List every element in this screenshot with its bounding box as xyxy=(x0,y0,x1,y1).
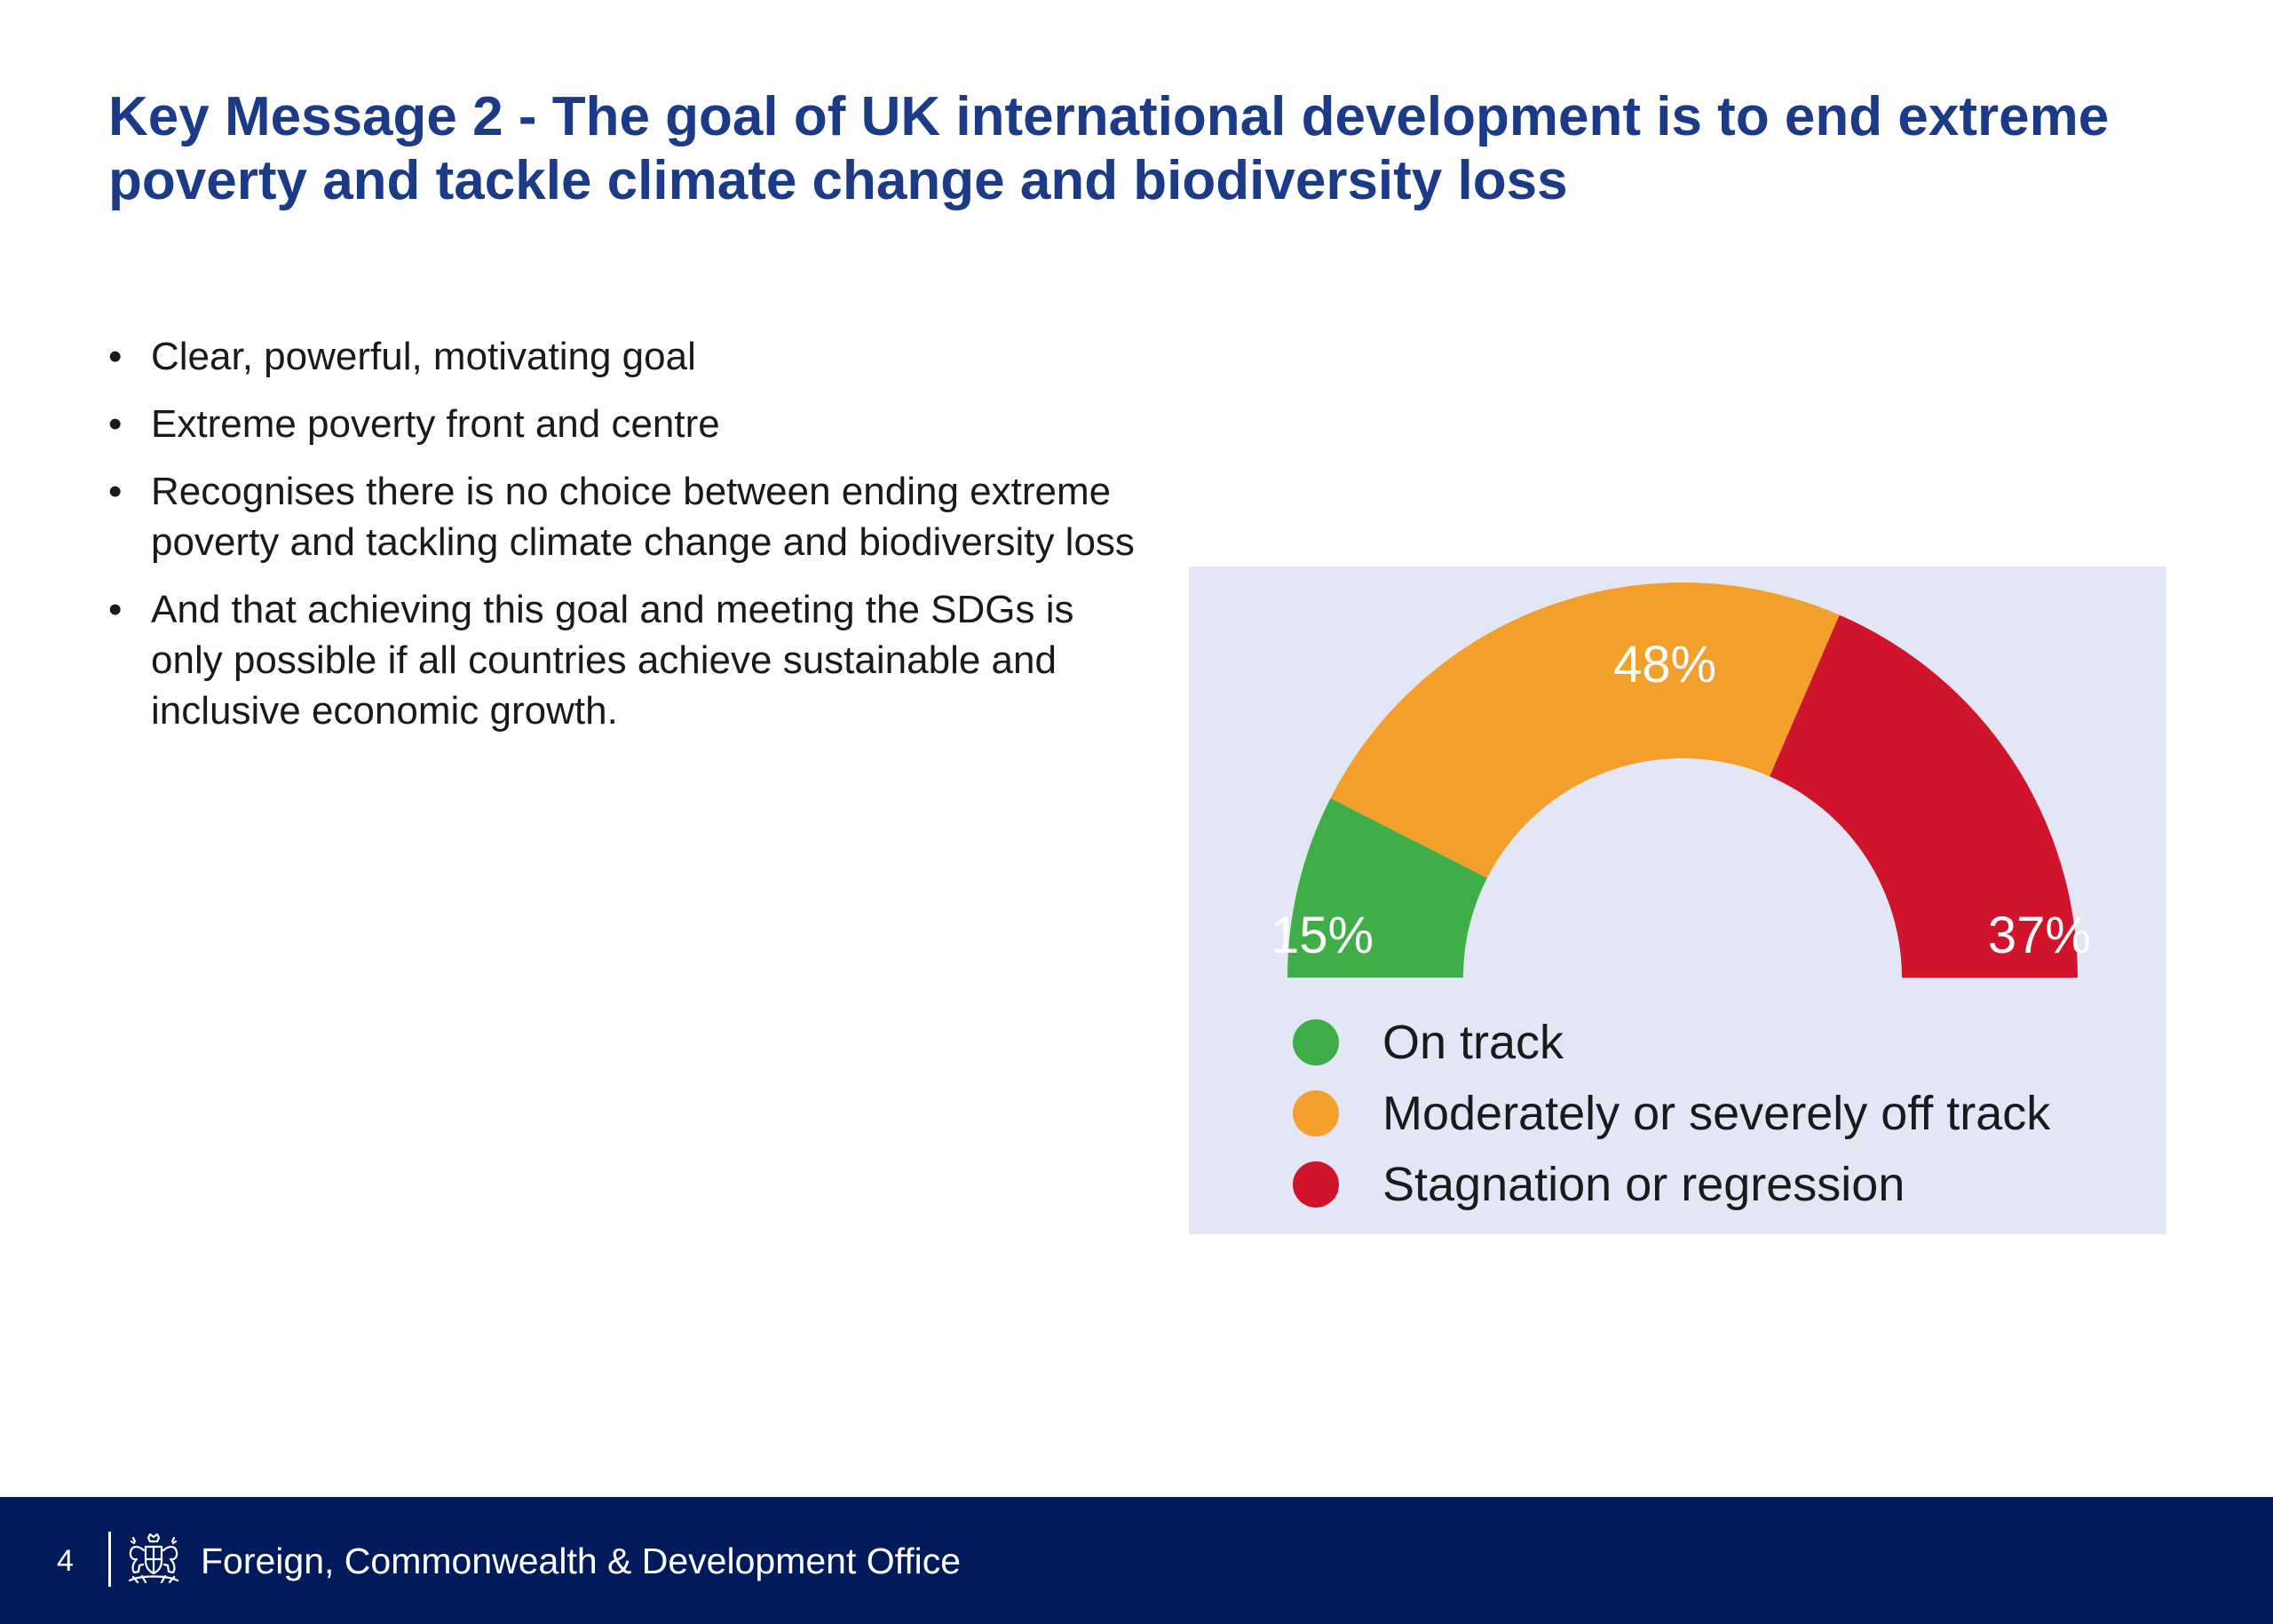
legend-label: On track xyxy=(1382,1016,1564,1069)
footer-divider xyxy=(108,1532,111,1587)
data-label: 48% xyxy=(1613,636,1716,693)
bullet-item: • Clear, powerful, motivating goal xyxy=(108,331,1138,382)
gauge-segment xyxy=(1287,797,1487,978)
legend-swatch xyxy=(1293,1161,1339,1208)
royal-coat-of-arms-icon xyxy=(128,1533,179,1584)
page-title: Key Message 2 - The goal of UK internati… xyxy=(108,86,2110,211)
gauge-segment xyxy=(1770,614,2078,978)
bullet-text: And that achieving this goal and meeting… xyxy=(151,588,1074,733)
gauge-chart: 15% 48% 37% On track Moderately or severely … xyxy=(1271,582,2091,1211)
data-label: 37% xyxy=(1988,907,2091,964)
page-number: 4 xyxy=(57,1544,74,1578)
bullet-glyph: • xyxy=(108,470,123,513)
bullet-text: Extreme poverty front and centre xyxy=(151,402,720,446)
bullet-item: • And that achieving this goal and meeti… xyxy=(108,584,1138,736)
org-name: Foreign, Commonwealth & Development Offi… xyxy=(201,1541,962,1581)
bullet-list: • Clear, powerful, motivating goal • Ext… xyxy=(108,331,1138,753)
legend-swatch xyxy=(1293,1090,1339,1137)
bullet-glyph: • xyxy=(108,402,123,446)
legend-label: Stagnation or regression xyxy=(1382,1158,1905,1211)
legend-label: Moderately or severely off track xyxy=(1382,1087,2051,1140)
bullet-glyph: • xyxy=(108,588,123,631)
bullet-item: • Recognises there is no choice between … xyxy=(108,466,1138,567)
bullet-glyph: • xyxy=(108,335,123,378)
bullet-text: Recognises there is no choice between en… xyxy=(151,470,1135,564)
data-label: 15% xyxy=(1271,907,1374,964)
gauge-segment xyxy=(1330,582,1840,878)
bullet-item: • Extreme poverty front and centre xyxy=(108,399,1138,449)
legend-swatch xyxy=(1293,1019,1339,1066)
footer-bar: 4 Foreign, Commonwealth & Development Of… xyxy=(0,1497,2273,1624)
chart-panel: 15% 48% 37% On track Moderately or severely … xyxy=(1189,566,2166,1234)
bullet-text: Clear, powerful, motivating goal xyxy=(151,335,696,378)
